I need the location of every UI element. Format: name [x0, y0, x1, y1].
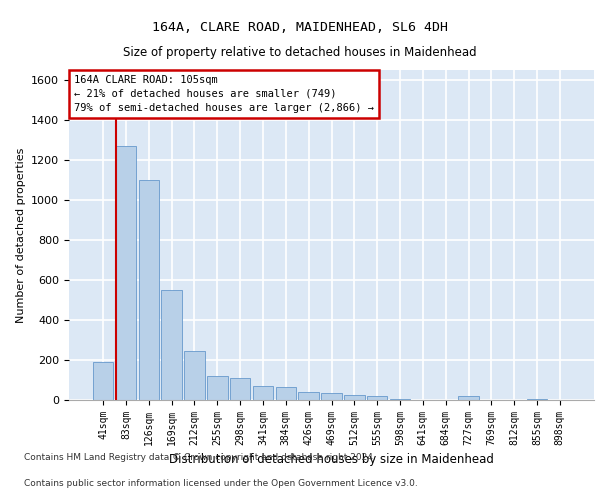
Text: 164A CLARE ROAD: 105sqm
← 21% of detached houses are smaller (749)
79% of semi-d: 164A CLARE ROAD: 105sqm ← 21% of detache…: [74, 75, 374, 113]
Bar: [230, 378, 250, 400]
Text: 164A, CLARE ROAD, MAIDENHEAD, SL6 4DH: 164A, CLARE ROAD, MAIDENHEAD, SL6 4DH: [152, 21, 448, 34]
X-axis label: Distribution of detached houses by size in Maidenhead: Distribution of detached houses by size …: [169, 454, 494, 466]
Bar: [298, 392, 319, 400]
Bar: [321, 393, 342, 400]
Text: Size of property relative to detached houses in Maidenhead: Size of property relative to detached ho…: [123, 46, 477, 59]
Bar: [344, 395, 365, 400]
Y-axis label: Number of detached properties: Number of detached properties: [16, 148, 26, 322]
Bar: [207, 376, 227, 400]
Bar: [184, 351, 205, 400]
Bar: [275, 387, 296, 400]
Bar: [161, 290, 182, 400]
Bar: [93, 362, 113, 400]
Bar: [458, 396, 479, 400]
Bar: [139, 180, 159, 400]
Text: Contains public sector information licensed under the Open Government Licence v3: Contains public sector information licen…: [24, 478, 418, 488]
Bar: [253, 386, 273, 400]
Bar: [116, 146, 136, 400]
Bar: [367, 396, 388, 400]
Text: Contains HM Land Registry data © Crown copyright and database right 2024.: Contains HM Land Registry data © Crown c…: [24, 454, 376, 462]
